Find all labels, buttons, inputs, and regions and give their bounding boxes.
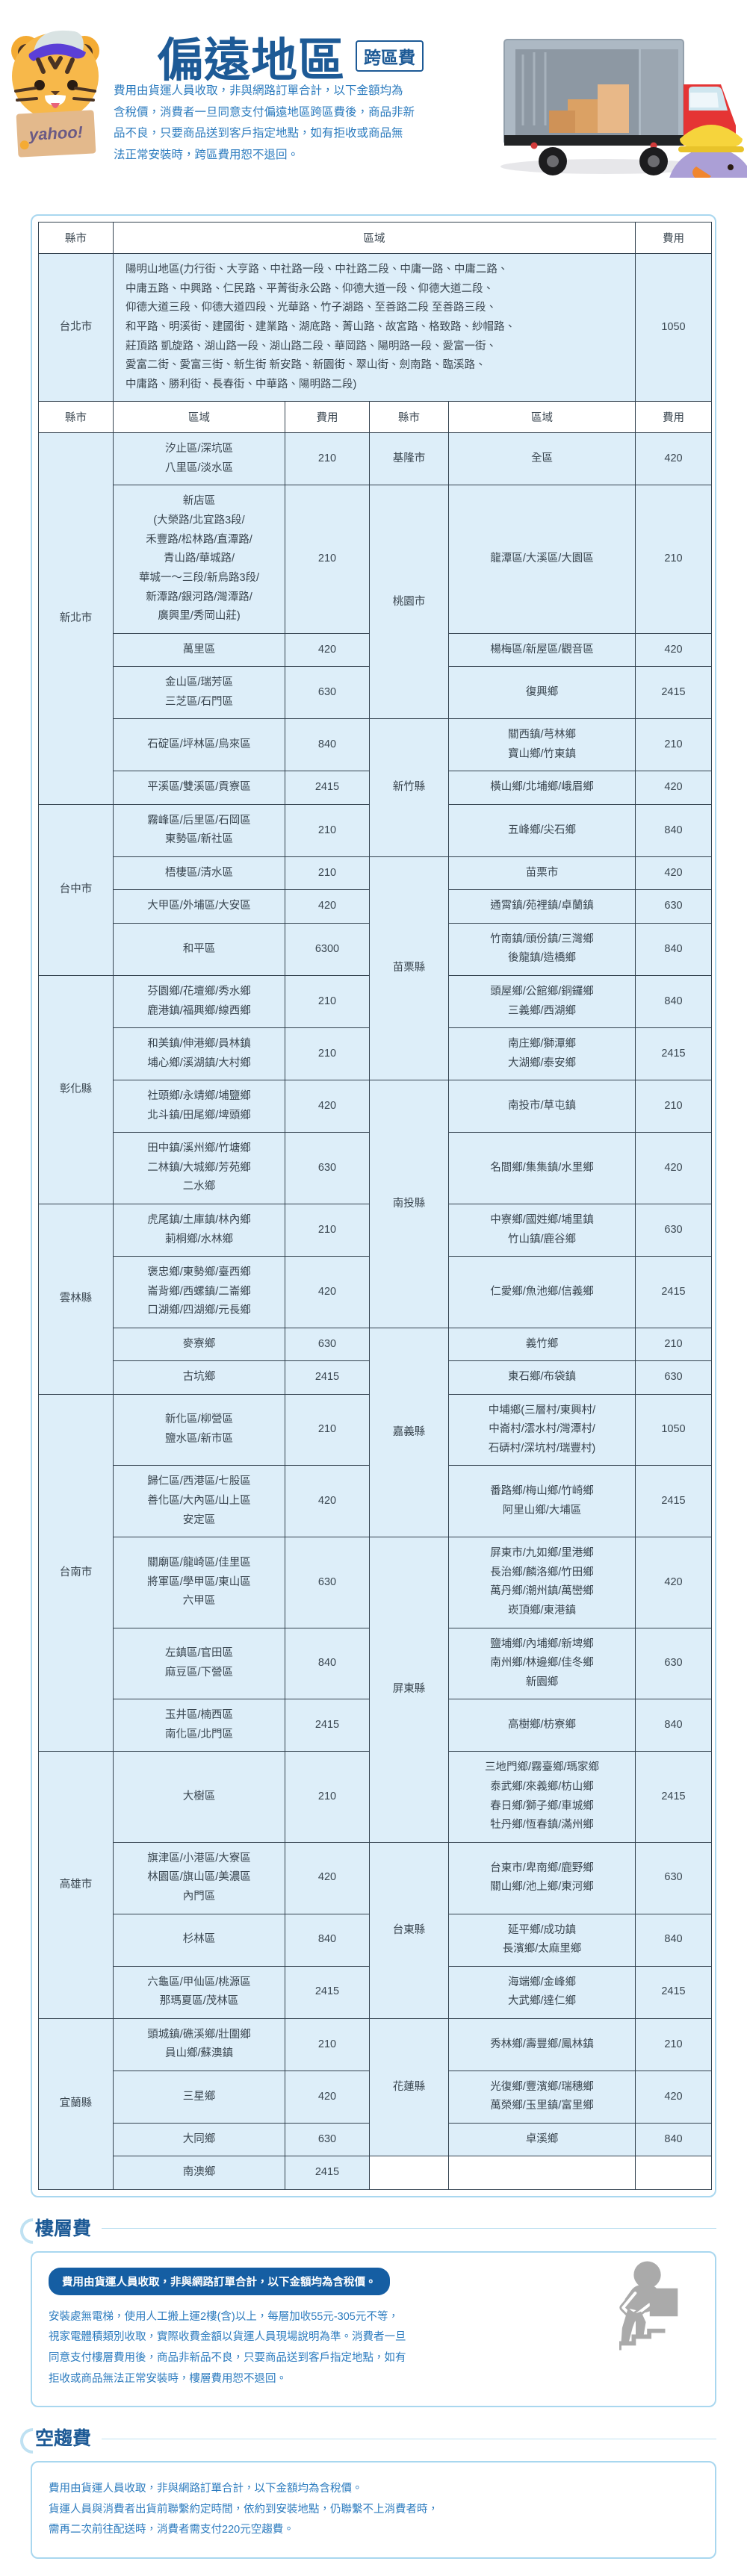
svg-text:yahoo!: yahoo! (28, 122, 83, 144)
